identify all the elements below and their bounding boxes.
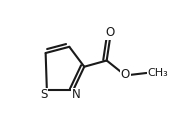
Text: O: O bbox=[106, 26, 115, 39]
Text: CH₃: CH₃ bbox=[147, 68, 168, 78]
Text: O: O bbox=[121, 68, 130, 81]
Text: S: S bbox=[40, 88, 48, 101]
Text: N: N bbox=[72, 88, 81, 101]
